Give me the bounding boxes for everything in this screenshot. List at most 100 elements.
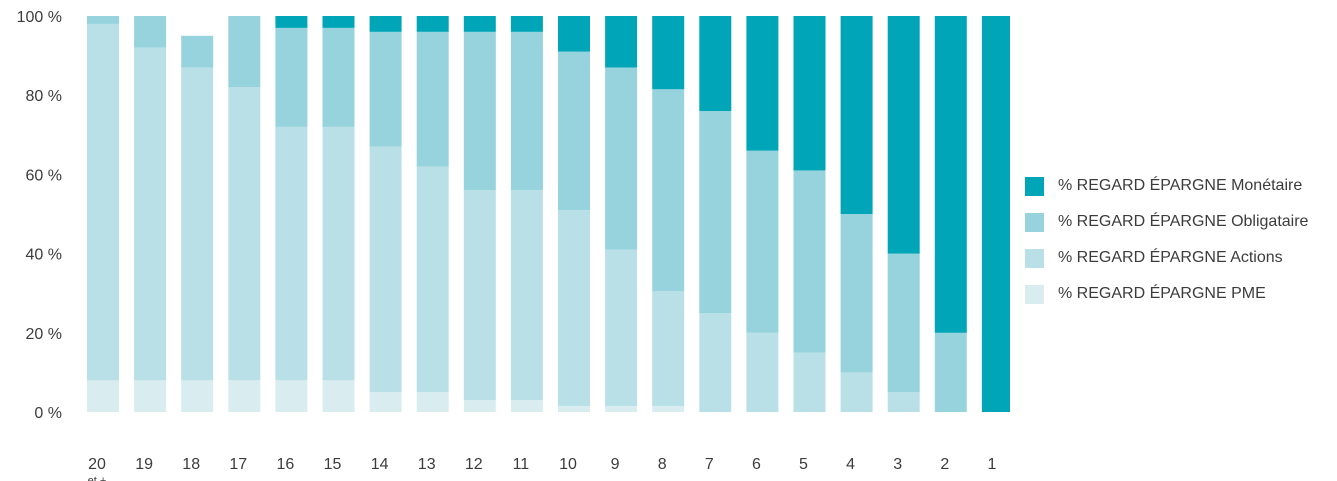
bar-segment xyxy=(181,35,214,68)
bar-segment xyxy=(510,16,543,32)
bar-segment xyxy=(605,249,638,407)
bar-segment xyxy=(605,406,638,412)
legend: % REGARD ÉPARGNE Monétaire % REGARD ÉPARG… xyxy=(1025,168,1308,312)
bar-segment xyxy=(840,372,873,412)
bar-stack-4 xyxy=(840,16,873,412)
bar-segment xyxy=(369,392,402,412)
bar-segment xyxy=(228,380,261,412)
legend-item: % REGARD ÉPARGNE Obligataire xyxy=(1025,204,1308,240)
bar-segment xyxy=(510,400,543,412)
bar-segment xyxy=(793,16,826,171)
x-tick-label: 12 xyxy=(465,456,483,473)
y-tick-label: 20 % xyxy=(26,326,62,343)
bar-segment xyxy=(558,51,590,211)
bar-stack-2 xyxy=(934,16,967,412)
x-tick-label: 18 xyxy=(182,456,200,473)
bar-segment xyxy=(463,190,496,401)
x-tick-label: 1 xyxy=(987,456,996,473)
bar-segment xyxy=(87,16,119,24)
y-axis: 0 % 20 % 40 % 60 % 80 % 100 % xyxy=(17,9,62,422)
bar-segment xyxy=(181,380,214,412)
bar-segment xyxy=(416,166,449,393)
bar-segment xyxy=(746,16,779,151)
bars xyxy=(87,16,1010,412)
x-tick-label: 13 xyxy=(418,456,436,473)
bar-segment xyxy=(699,111,732,313)
bar-segment xyxy=(699,313,732,412)
bar-segment xyxy=(652,406,685,412)
bar-segment xyxy=(887,253,920,393)
legend-label: % REGARD ÉPARGNE Monétaire xyxy=(1058,177,1303,194)
bar-stack-8 xyxy=(652,16,685,412)
bar-stack-9 xyxy=(605,16,638,412)
bar-segment xyxy=(275,126,308,381)
x-tick-sublabel: et + xyxy=(88,475,107,481)
bar-stack-1 xyxy=(981,16,1010,412)
bar-segment xyxy=(981,16,1010,412)
legend-swatch xyxy=(1025,212,1044,232)
bar-stack-15 xyxy=(322,16,355,412)
bar-segment xyxy=(322,16,355,28)
bar-segment xyxy=(699,16,732,112)
x-axis: 20 et + 19 18 17 16 15 14 13 12 11 10 9 8 7 6 5 4 3 2 1 xyxy=(88,456,997,481)
bar-segment xyxy=(463,400,496,412)
bar-segment xyxy=(228,16,261,88)
bar-segment xyxy=(934,16,967,333)
bar-segment xyxy=(934,332,967,412)
bar-stack-5 xyxy=(793,16,826,412)
bar-segment xyxy=(652,16,685,90)
bar-segment xyxy=(416,16,449,32)
x-tick-label: 2 xyxy=(940,456,949,473)
x-tick-label: 16 xyxy=(277,456,295,473)
bar-segment xyxy=(416,392,449,412)
bar-segment xyxy=(369,16,402,32)
y-tick-label: 80 % xyxy=(26,88,62,105)
x-tick-label: 15 xyxy=(324,456,342,473)
x-tick-label: 11 xyxy=(513,456,530,473)
x-tick-label: 4 xyxy=(846,456,855,473)
bar-segment xyxy=(463,16,496,32)
legend-swatch xyxy=(1025,284,1044,304)
bar-segment xyxy=(275,380,308,412)
bar-segment xyxy=(887,392,920,412)
bar-segment xyxy=(322,126,355,381)
legend-swatch xyxy=(1025,248,1044,268)
bar-segment xyxy=(416,31,449,167)
x-tick-label: 14 xyxy=(371,456,389,473)
y-tick-label: 100 % xyxy=(17,9,62,26)
bar-segment xyxy=(793,170,826,353)
legend-label: % REGARD ÉPARGNE Actions xyxy=(1058,249,1283,266)
bar-segment xyxy=(558,16,590,52)
bar-stack-19 xyxy=(134,16,167,412)
x-tick-label: 17 xyxy=(229,456,247,473)
bar-segment xyxy=(369,146,402,393)
bar-segment xyxy=(510,31,543,191)
legend-item: % REGARD ÉPARGNE Actions xyxy=(1025,240,1308,276)
bar-segment xyxy=(605,67,638,250)
y-tick-label: 60 % xyxy=(26,167,62,184)
x-tick-label: 8 xyxy=(658,456,667,473)
bar-stack-13 xyxy=(416,16,449,412)
bar-stack-6 xyxy=(746,16,779,412)
bar-stack-12 xyxy=(463,16,496,412)
bar-segment xyxy=(228,87,261,381)
x-tick-label: 9 xyxy=(611,456,620,473)
bar-segment xyxy=(134,16,167,48)
bar-segment xyxy=(275,27,308,127)
bar-segment xyxy=(793,352,826,412)
bar-segment xyxy=(369,31,402,147)
bar-segment xyxy=(181,67,214,381)
bar-segment xyxy=(840,16,873,214)
legend-item: % REGARD ÉPARGNE Monétaire xyxy=(1025,168,1308,204)
x-tick-label: 5 xyxy=(799,456,808,473)
bar-stack-10 xyxy=(558,16,590,412)
x-tick-label: 6 xyxy=(752,456,761,473)
bar-segment xyxy=(87,23,119,381)
bar-segment xyxy=(87,380,119,412)
bar-segment xyxy=(746,332,779,412)
legend-label: % REGARD ÉPARGNE Obligataire xyxy=(1058,213,1309,230)
bar-segment xyxy=(652,89,685,292)
bar-segment xyxy=(134,380,167,412)
y-tick-label: 40 % xyxy=(26,247,62,264)
